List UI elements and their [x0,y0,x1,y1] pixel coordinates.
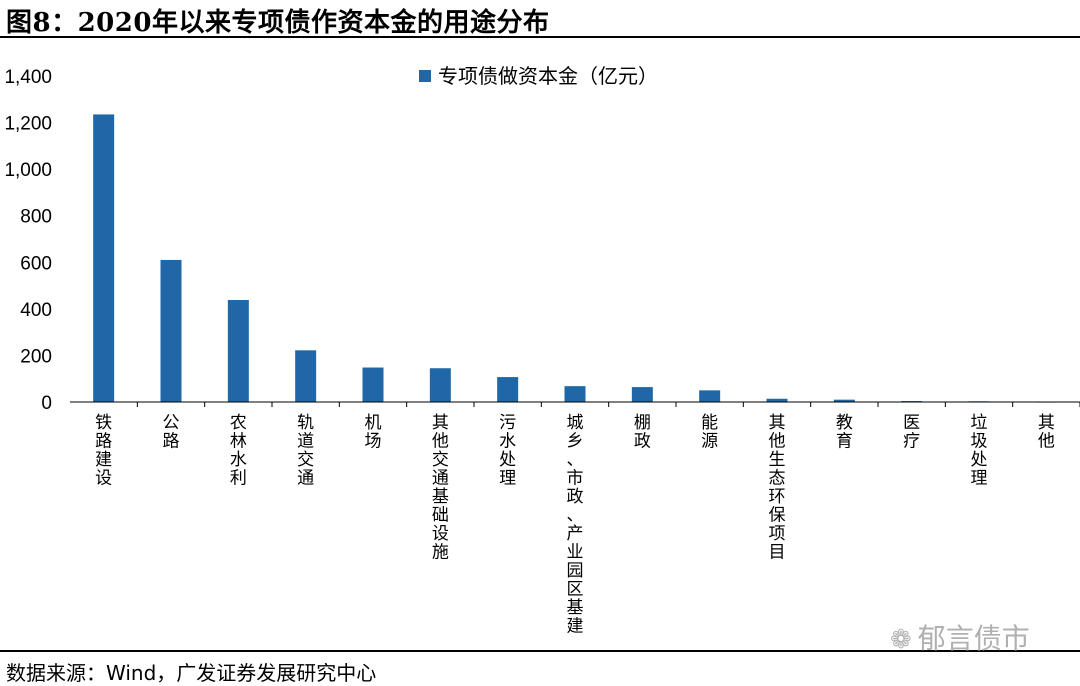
bar [429,368,451,402]
x-tick-label: 污水处理 [499,413,516,489]
x-tick-label: 其他交通基础设施 [432,413,449,563]
figure-title: 图8：2020年以来专项债作资本金的用途分布 [6,8,550,38]
y-tick-label: 600 [20,253,52,274]
x-tick-label: 机场 [365,413,382,452]
x-tick-label: 铁路建设 [95,413,112,489]
x-tick-label: 城乡、市政、产业园区基建 [567,413,584,637]
x-tick-label: 其他 [1038,413,1055,452]
x-tick-label: 农林水利 [230,413,247,489]
bar [227,300,249,402]
bar-chart: 0 200 400 600 800 1,000 1,200 1,400 铁路建设 公路 农林水利 轨… [4,64,1080,637]
y-tick-label: 1,400 [4,67,52,88]
bar [699,390,721,402]
x-tick-label: 教育 [836,413,853,452]
x-tick-label: 轨道交通 [297,413,314,489]
x-tick-label: 能源 [701,413,718,452]
bar [631,387,653,402]
y-tick-label: 0 [41,393,52,414]
x-tick-label: 棚政 [634,413,651,452]
y-tick-label: 1,200 [4,114,52,135]
wechat-icon: ❁ [890,625,912,655]
y-axis: 0 200 400 600 800 1,000 1,200 1,400 [4,67,52,414]
bar [93,114,115,403]
bar [497,377,519,402]
top-rule [0,36,1080,38]
bar-series [93,114,1057,403]
x-tick-label: 垃圾处理 [971,413,988,489]
x-axis: 铁路建设 公路 农林水利 轨道交通 机场 其他交通基础设施 污水处理 城乡、市政、产业园区基建… [70,401,1080,637]
x-tick-label: 医疗 [903,413,920,452]
bar [160,259,182,402]
y-tick-label: 400 [20,300,52,321]
bar [766,398,788,402]
legend: 专项债做资本金（亿元） [419,64,658,88]
y-tick-label: 1,000 [4,160,52,181]
y-tick-label: 200 [20,346,52,367]
watermark: ❁ 郁言债市 [890,617,1030,657]
x-tick-label: 公路 [163,413,180,452]
bar [564,386,586,402]
y-tick-label: 800 [20,207,52,228]
legend-label: 专项债做资本金（亿元） [438,64,658,88]
x-tick-label: 其他生态环保项目 [769,413,786,563]
bar [362,367,384,402]
legend-swatch [419,70,431,82]
bar [833,399,855,402]
source-note: 数据来源：Wind，广发证券发展研究中心 [6,661,377,685]
bottom-rule [0,650,1080,652]
watermark-text: 郁言债市 [917,622,1030,655]
bar [295,350,317,402]
